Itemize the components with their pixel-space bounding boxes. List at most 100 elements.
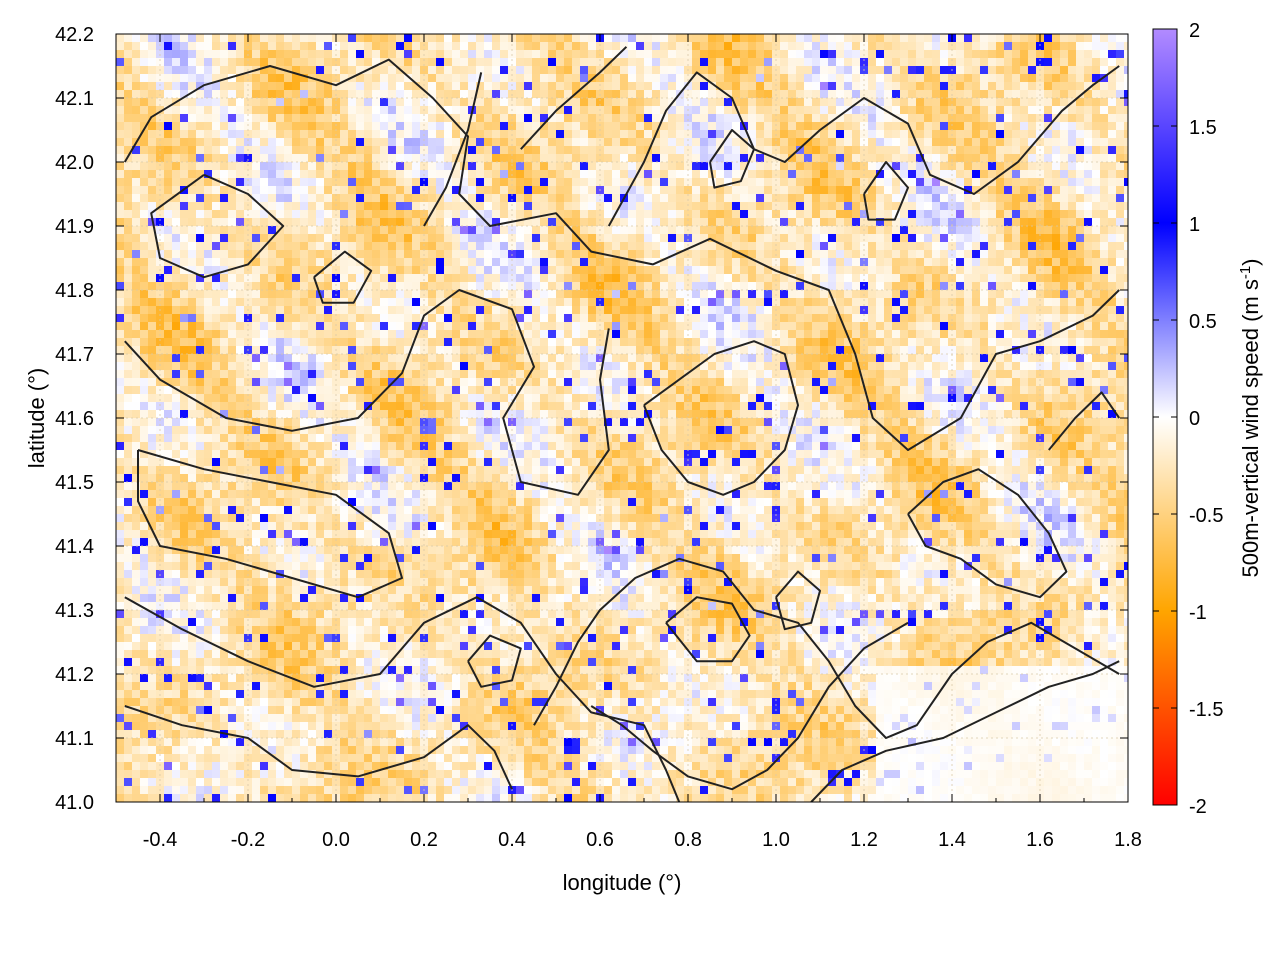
heatmap-cell (788, 210, 796, 218)
heatmap-cell (804, 178, 812, 186)
heatmap-cell (132, 202, 140, 210)
heatmap-cell (484, 34, 492, 42)
heatmap-cell (324, 194, 332, 202)
heatmap-cell (572, 218, 580, 226)
heatmap-cell (1084, 130, 1092, 138)
heatmap-cell (380, 138, 388, 146)
heatmap-cell (1092, 274, 1100, 282)
heatmap-cell (484, 274, 492, 282)
heatmap-cell (940, 186, 948, 194)
heatmap-cell (828, 282, 836, 290)
heatmap-cell (876, 338, 884, 346)
heatmap-cell (788, 90, 796, 98)
heatmap-cell (660, 266, 668, 274)
heatmap-cell (260, 234, 268, 242)
heatmap-cell (140, 162, 148, 170)
heatmap-cell (836, 122, 844, 130)
heatmap-cell (908, 210, 916, 218)
heatmap-cell (852, 186, 860, 194)
heatmap-cell (188, 74, 196, 82)
heatmap-cell (324, 146, 332, 154)
heatmap-cell (388, 90, 396, 98)
heatmap-cell (572, 162, 580, 170)
heatmap-cell (180, 50, 188, 58)
heatmap-cell (924, 210, 932, 218)
heatmap-cell (628, 114, 636, 122)
heatmap-cell (916, 106, 924, 114)
heatmap-cell (812, 122, 820, 130)
heatmap-cell (668, 114, 676, 122)
heatmap-cell (652, 82, 660, 90)
heatmap-cell (540, 234, 548, 242)
heatmap-cell (132, 34, 140, 42)
heatmap-cell (556, 298, 564, 306)
heatmap-cell (716, 170, 724, 178)
heatmap-cell (284, 50, 292, 58)
heatmap-cell (132, 98, 140, 106)
heatmap-cell (1068, 42, 1076, 50)
heatmap-cell (492, 90, 500, 98)
heatmap-cell (532, 178, 540, 186)
heatmap-cell (1116, 146, 1124, 154)
heatmap-cell (412, 74, 420, 82)
heatmap-cell (1116, 138, 1124, 146)
heatmap-cell (564, 186, 572, 194)
heatmap-cell (684, 234, 692, 242)
heatmap-cell (452, 266, 460, 274)
heatmap-cell (668, 218, 676, 226)
heatmap-cell (508, 258, 516, 266)
heatmap-cell (196, 274, 204, 282)
heatmap-cell (676, 274, 684, 282)
heatmap-cell (404, 242, 412, 250)
heatmap-cell (652, 170, 660, 178)
heatmap-cell (836, 50, 844, 58)
heatmap-cell (772, 58, 780, 66)
heatmap-cell (412, 202, 420, 210)
heatmap-cell (444, 34, 452, 42)
heatmap-cell (420, 218, 428, 226)
heatmap-cell (612, 58, 620, 66)
heatmap-cell (700, 146, 708, 154)
heatmap-cell (500, 218, 508, 226)
heatmap-cell (844, 274, 852, 282)
heatmap-cell (940, 314, 948, 322)
heatmap-cell (260, 226, 268, 234)
heatmap-cell (188, 98, 196, 106)
heatmap-cell (1100, 250, 1108, 258)
heatmap-cell (820, 50, 828, 58)
heatmap-cell (340, 330, 348, 338)
heatmap-cell (428, 170, 436, 178)
heatmap-cell (484, 106, 492, 114)
heatmap-cell (444, 242, 452, 250)
heatmap-cell (852, 290, 860, 298)
heatmap-cell (556, 322, 564, 330)
heatmap-cell (820, 290, 828, 298)
heatmap-cell (332, 258, 340, 266)
heatmap-cell (1076, 290, 1084, 298)
heatmap-cell (980, 322, 988, 330)
heatmap-cell (604, 306, 612, 314)
heatmap-cell (348, 202, 356, 210)
heatmap-cell (892, 42, 900, 50)
heatmap-cell (892, 90, 900, 98)
heatmap-cell (700, 242, 708, 250)
heatmap-cell (500, 146, 508, 154)
heatmap-cell (372, 338, 380, 346)
heatmap-cell (308, 130, 316, 138)
heatmap-cell (292, 290, 300, 298)
heatmap-cell (564, 274, 572, 282)
heatmap-cell (188, 346, 196, 354)
heatmap-cell (964, 290, 972, 298)
heatmap-cell (844, 170, 852, 178)
heatmap-cell (1124, 258, 1128, 266)
heatmap-cell (132, 338, 140, 346)
heatmap-cell (980, 106, 988, 114)
heatmap-cell (348, 338, 356, 346)
heatmap-cell (788, 314, 796, 322)
heatmap-cell (204, 306, 212, 314)
heatmap-cell (1036, 218, 1044, 226)
heatmap-cell (660, 338, 668, 346)
heatmap-cell (572, 330, 580, 338)
heatmap-cell (1068, 266, 1076, 274)
heatmap-cell (548, 194, 556, 202)
